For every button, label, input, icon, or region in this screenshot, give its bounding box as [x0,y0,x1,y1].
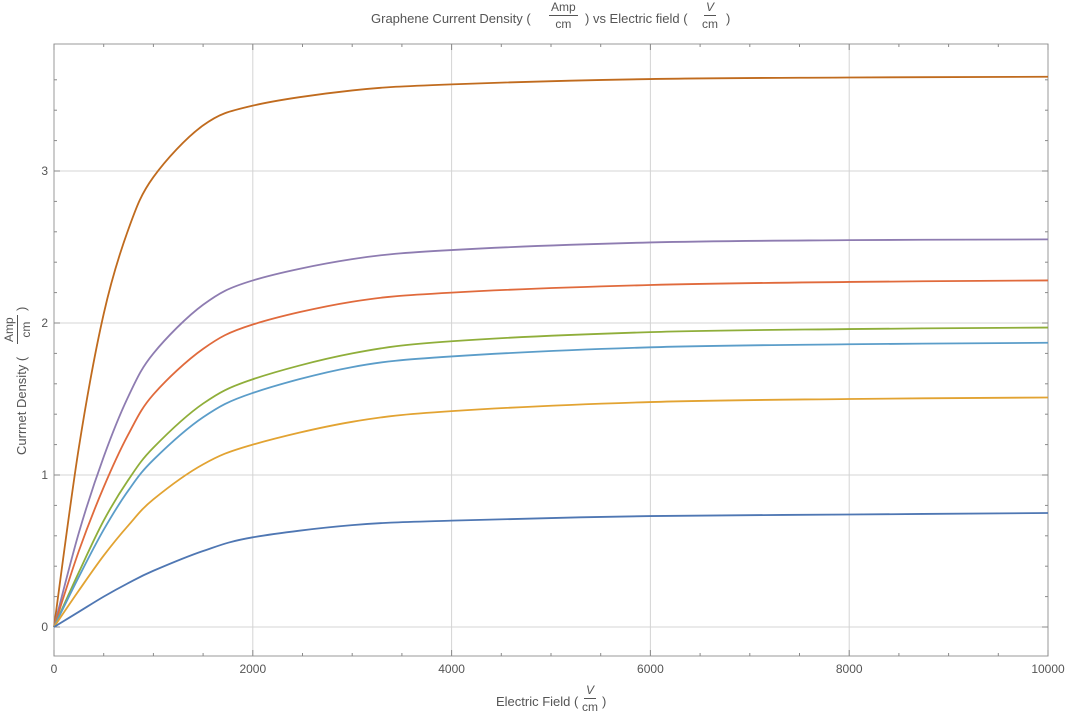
title-unit-fraction-v-cm: V cm [702,1,718,30]
series-line-7 [53,512,1049,628]
plot-border [53,43,1049,657]
xlabel-prefix: Electric Field ( [496,694,579,709]
series-lines [53,75,1049,628]
y-tick-label: 3 [41,164,48,178]
axis-ticks: 0 2000 4000 6000 8000 10000 0 1 2 3 [41,44,1065,676]
title-prefix: Graphene Current Density ( [371,11,531,26]
y-tick-label: 0 [41,620,48,634]
series-line-2 [53,238,1049,628]
title-suffix: ) [726,11,731,26]
xlabel-frac-den: cm [582,700,598,714]
y-axis-label: Currnet Density ( Amp cm ) [1,247,41,477]
xlabel-frac-num: V [583,683,596,699]
plot-frame [53,43,1049,657]
series-line-1 [53,75,1049,628]
title-frac2-den: cm [702,17,718,31]
xlabel-unit-fraction: V cm [582,684,598,713]
x-tick-label: 0 [51,662,58,676]
x-tick-label: 2000 [239,662,266,676]
x-tick-label: 10000 [1031,662,1065,676]
ylabel-frac-num: Amp [2,315,18,344]
y-tick-label: 2 [41,316,48,330]
ylabel-suffix: ) [14,306,29,311]
title-middle: ) vs Electric field ( [585,11,688,26]
grid-lines [54,44,1048,656]
series-line-5 [53,341,1049,628]
ylabel-prefix: Currnet Density ( [14,356,29,455]
y-tick-label: 1 [41,468,48,482]
title-frac2-num: V [703,0,716,16]
title-frac1-den: cm [555,17,572,31]
ylabel-unit-fraction: Amp cm [2,315,33,344]
title-frac1-num: Amp [549,0,578,16]
series-line-6 [53,396,1049,628]
ylabel-frac-den: cm [19,321,33,338]
x-tick-label: 6000 [637,662,664,676]
series-line-4 [53,326,1049,628]
title-unit-fraction-amp-cm: Amp cm [549,1,578,30]
x-tick-label: 4000 [438,662,465,676]
x-tick-label: 8000 [836,662,863,676]
series-line-3 [53,279,1049,628]
xlabel-suffix: ) [602,694,607,709]
